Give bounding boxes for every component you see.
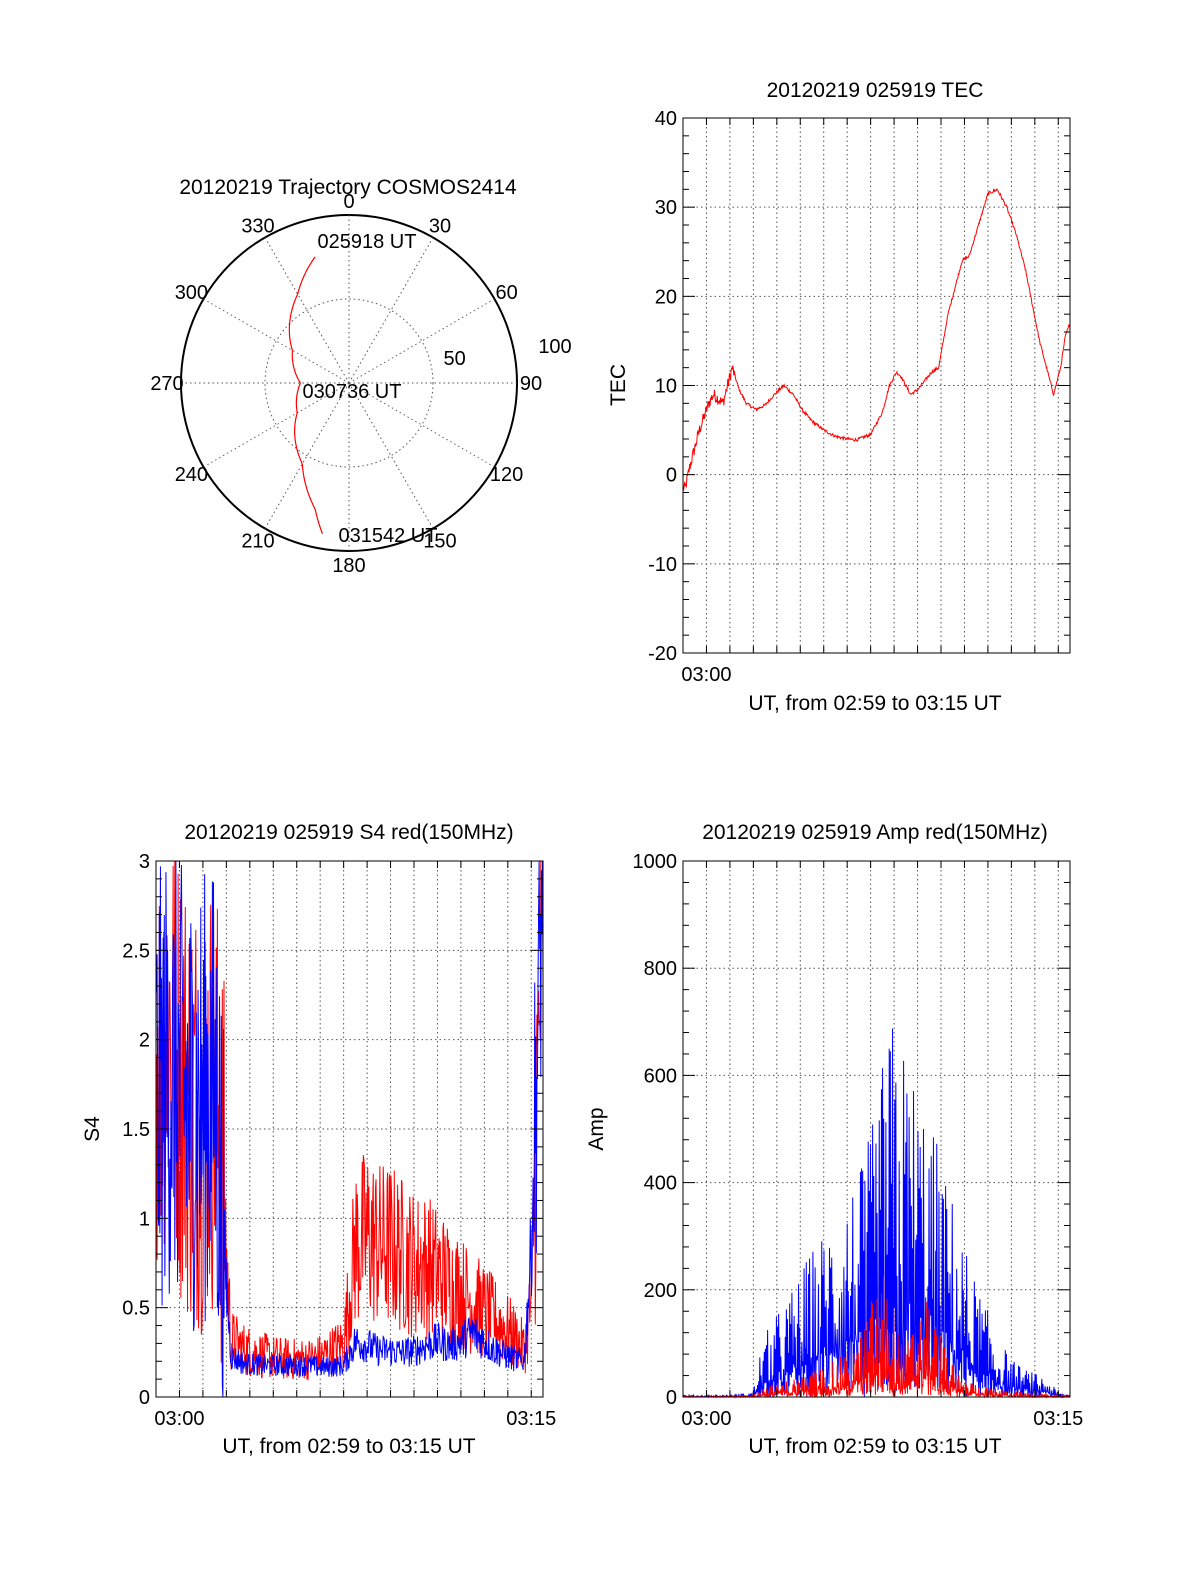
amp-plot-frame <box>682 860 1071 1398</box>
polar-azimuth-label: 240 <box>175 464 208 486</box>
polar-spoke <box>264 382 350 529</box>
tec-series-red <box>682 188 1071 491</box>
amp-ytick-label: 0 <box>666 1387 677 1409</box>
polar-azimuth-label: 270 <box>150 373 183 395</box>
tec-xtick-label: 03:00 <box>681 664 731 686</box>
polar-inner-circle <box>264 298 434 468</box>
s4-ytick-label: 2 <box>139 1030 150 1052</box>
s4-xlabel: UT, from 02:59 to 03:15 UT <box>222 1435 475 1458</box>
amp-ytick-label: 400 <box>644 1173 677 1195</box>
tec-ytick-label: 0 <box>666 465 677 487</box>
s4-ytick-label: 1 <box>139 1208 150 1230</box>
polar-radius-label: 100 <box>538 336 571 358</box>
s4-series <box>155 860 544 1398</box>
polar-spoke <box>203 298 350 384</box>
polar-labels: 0 30 60 90 120 150 180 210 240 270 300 330 50 100 <box>150 191 571 577</box>
tec-ytick-label: 30 <box>655 197 677 219</box>
amp-title: 20120219 025919 Amp red(150MHz) <box>702 821 1048 844</box>
tec-ticks <box>683 117 1070 654</box>
polar-azimuth-label: 330 <box>241 215 274 237</box>
trajectory-title: 20120219 Trajectory COSMOS2414 <box>179 176 517 199</box>
s4-title: 20120219 025919 S4 red(150MHz) <box>184 821 513 844</box>
polar-azimuth-label: 30 <box>429 215 451 237</box>
polar-annotations: 025918 UT 030736 UT 031542 UT <box>303 231 438 547</box>
amp-series <box>682 1028 1071 1399</box>
polar-time-annotation: 031542 UT <box>339 525 438 547</box>
polar-grid <box>180 214 518 552</box>
polar-azimuth-label: 210 <box>241 531 274 553</box>
amp-ytick-label: 1000 <box>633 851 678 873</box>
s4-ytick-label: 3 <box>139 851 150 873</box>
tec-ytick-label: 10 <box>655 376 677 398</box>
tec-ytick-label: -20 <box>648 643 677 665</box>
s4-series-blue <box>155 860 544 1398</box>
tec-ytick-label: -10 <box>648 554 677 576</box>
polar-trajectory-line <box>288 256 323 534</box>
amp-xlabel: UT, from 02:59 to 03:15 UT <box>748 1435 1001 1458</box>
polar-azimuth-label: 0 <box>343 191 354 213</box>
tec-series <box>682 188 1071 491</box>
amp-xtick-label: 03:00 <box>681 1408 731 1430</box>
amp-ylabel: Amp <box>585 1107 608 1150</box>
trajectory-panel: 20120219 Trajectory COSMOS2414 0 30 60 90 12… <box>150 176 571 577</box>
tec-xlabel: UT, from 02:59 to 03:15 UT <box>748 692 1001 715</box>
amp-xtick-label: 03:15 <box>1033 1408 1083 1430</box>
amp-ticks <box>683 860 1070 1398</box>
s4-ylabel: S4 <box>81 1116 104 1142</box>
polar-azimuth-label: 60 <box>495 282 517 304</box>
polar-time-annotation: 030736 UT <box>303 381 402 403</box>
polar-azimuth-label: 150 <box>423 531 456 553</box>
polar-azimuth-label: 90 <box>520 373 542 395</box>
s4-panel: 20120219 025919 S4 red(150MHz) UT, from … <box>81 821 556 1458</box>
tec-panel: 20120219 025919 TEC UT, from 02:59 to 03… <box>607 79 1071 715</box>
amp-series-red <box>682 1276 1071 1399</box>
tec-ytick-label: 20 <box>655 286 677 308</box>
polar-azimuth-label: 300 <box>175 282 208 304</box>
s4-ytick-label: 1.5 <box>122 1119 150 1141</box>
amp-ytick-label: 200 <box>644 1280 677 1302</box>
polar-spoke <box>348 237 434 384</box>
polar-spoke <box>348 382 434 529</box>
polar-time-annotation: 025918 UT <box>318 231 417 253</box>
polar-series <box>288 256 323 534</box>
tec-ylabel: TEC <box>607 364 630 406</box>
s4-ytick-label: 0 <box>139 1387 150 1409</box>
s4-ytick-label: 2.5 <box>122 940 150 962</box>
tec-ytick-label: 40 <box>655 108 677 130</box>
polar-spoke <box>348 382 495 468</box>
polar-spoke <box>264 237 350 384</box>
s4-ticks <box>156 860 543 1398</box>
amp-panel: 20120219 025919 Amp red(150MHz) UT, from… <box>585 821 1083 1458</box>
amp-ytick-label: 600 <box>644 1065 677 1087</box>
s4-ytick-label: 0.5 <box>122 1298 150 1320</box>
s4-xtick-label: 03:15 <box>506 1408 556 1430</box>
s4-xtick-label: 03:00 <box>154 1408 204 1430</box>
polar-spoke <box>348 298 495 384</box>
tec-grid <box>683 117 1070 654</box>
tec-title: 20120219 025919 TEC <box>767 79 984 102</box>
polar-spoke <box>203 382 350 468</box>
polar-azimuth-label: 120 <box>490 464 523 486</box>
amp-ytick-label: 800 <box>644 958 677 980</box>
polar-azimuth-label: 180 <box>332 555 365 577</box>
polar-radius-label: 50 <box>443 348 465 370</box>
